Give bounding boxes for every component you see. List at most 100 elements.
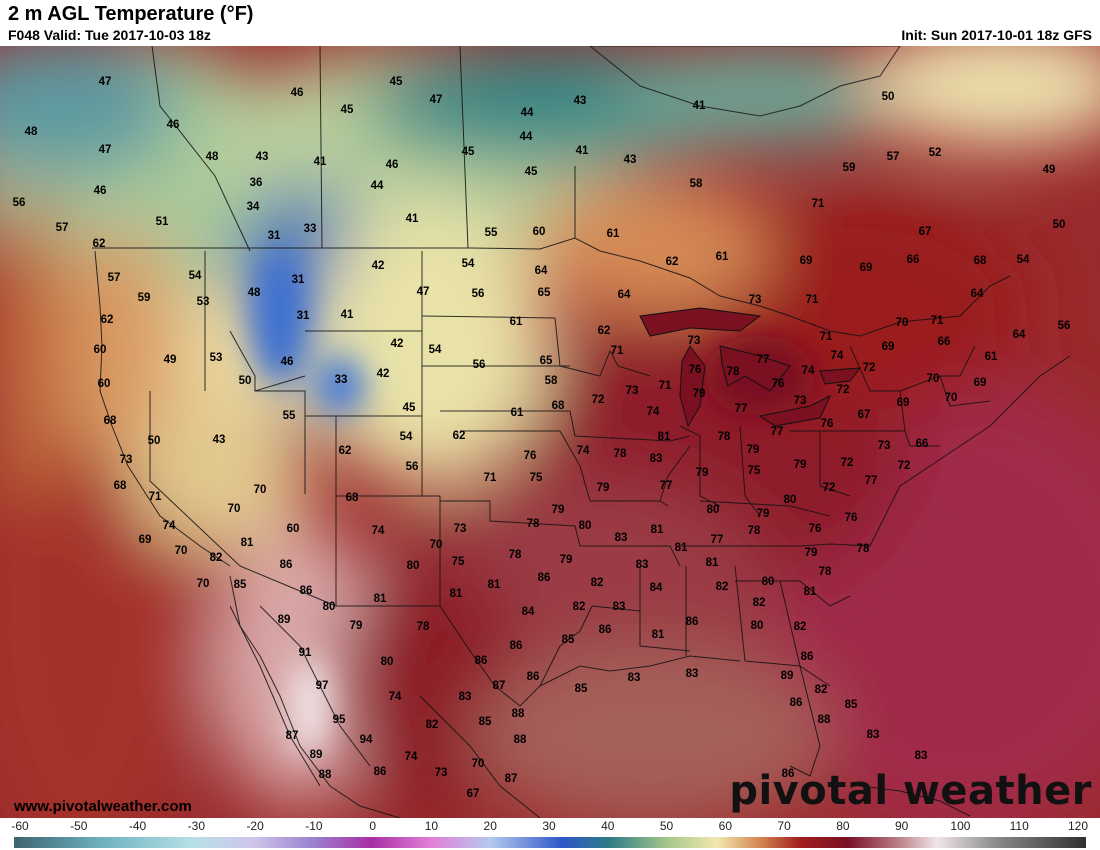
temperature-value: 50: [1052, 219, 1066, 231]
temperature-value: 61: [715, 251, 729, 263]
temperature-value: 82: [752, 597, 766, 609]
temperature-value: 76: [820, 418, 834, 430]
temperature-value: 43: [623, 154, 637, 166]
temperature-value: 53: [196, 296, 210, 308]
temperature-value: 77: [770, 426, 784, 438]
temperature-value: 65: [539, 355, 553, 367]
legend-tick-label: 0: [369, 819, 376, 833]
temperature-value: 54: [428, 344, 442, 356]
temperature-value: 82: [572, 601, 586, 613]
temperature-value: 86: [781, 768, 795, 780]
temperature-value: 31: [296, 310, 310, 322]
temperature-value: 57: [107, 272, 121, 284]
temperature-value: 79: [756, 508, 770, 520]
temperature-value: 76: [771, 378, 785, 390]
temperature-value: 68: [113, 480, 127, 492]
temperature-value: 47: [98, 144, 112, 156]
temperature-value: 80: [578, 520, 592, 532]
temperature-value: 66: [937, 336, 951, 348]
temperature-value: 77: [734, 403, 748, 415]
temperature-value: 68: [345, 492, 359, 504]
temperature-value: 74: [576, 445, 590, 457]
temperature-value: 55: [484, 227, 498, 239]
temperature-value: 88: [513, 734, 527, 746]
legend-tick-label: 120: [1067, 819, 1089, 833]
temperature-value: 86: [598, 624, 612, 636]
temperature-legend: -60 -50 -40 -30 -20 -10 0 10 20 30 40 50 60 70 80 90 100…: [0, 818, 1100, 850]
temperature-value: 80: [750, 620, 764, 632]
legend-tick-label: -50: [70, 819, 88, 833]
temperature-value: 82: [590, 577, 604, 589]
temperature-value: 59: [842, 162, 856, 174]
temperature-value: 42: [390, 338, 404, 350]
temperature-value: 84: [521, 606, 535, 618]
temperature-value: 56: [12, 197, 26, 209]
temperature-value: 49: [1042, 164, 1056, 176]
temperature-value: 44: [520, 107, 534, 119]
temperature-value: 33: [334, 374, 348, 386]
temperature-value: 47: [416, 286, 430, 298]
temperature-value: 81: [657, 431, 671, 443]
temperature-value: 79: [559, 554, 573, 566]
temperature-value: 77: [864, 475, 878, 487]
temperature-value: 64: [617, 289, 631, 301]
temperature-value: 62: [92, 238, 106, 250]
temperature-value: 46: [280, 356, 294, 368]
temperature-value: 34: [246, 201, 260, 213]
temperature-value: 71: [805, 294, 819, 306]
temperature-value: 65: [537, 287, 551, 299]
legend-tick-label: 50: [659, 819, 674, 833]
temperature-value: 70: [944, 392, 958, 404]
temperature-value: 66: [906, 254, 920, 266]
temperature-value: 51: [155, 216, 169, 228]
temperature-value: 42: [376, 368, 390, 380]
temperature-value: 57: [55, 222, 69, 234]
temperature-value: 62: [338, 445, 352, 457]
temperature-value: 59: [137, 292, 151, 304]
temperature-value: 64: [1012, 329, 1026, 341]
temperature-value: 43: [255, 151, 269, 163]
temperature-value: 73: [793, 395, 807, 407]
forecast-valid-time: F048 Valid: Tue 2017-10-03 18z: [8, 27, 211, 43]
temperature-value: 89: [309, 749, 323, 761]
temperature-value: 64: [970, 288, 984, 300]
temperature-value: 83: [612, 601, 626, 613]
temperature-value: 79: [551, 504, 565, 516]
temperature-value: 46: [290, 87, 304, 99]
temperature-value: 81: [705, 557, 719, 569]
temperature-value: 82: [425, 719, 439, 731]
temperature-value: 76: [688, 364, 702, 376]
temperature-value: 83: [866, 729, 880, 741]
temperature-value: 81: [651, 629, 665, 641]
temperature-value: 86: [373, 766, 387, 778]
temperature-value: 54: [188, 270, 202, 282]
legend-tick-label: -20: [246, 819, 264, 833]
legend-tick-label: 80: [836, 819, 850, 833]
temperature-value: 41: [340, 309, 354, 321]
legend-tick-label: -10: [305, 819, 323, 833]
temperature-value: 45: [524, 166, 538, 178]
temperature-value: 72: [897, 460, 911, 472]
temperature-value: 82: [715, 581, 729, 593]
temperature-value: 56: [405, 461, 419, 473]
temperature-value: 86: [474, 655, 488, 667]
temperature-value: 50: [881, 91, 895, 103]
temperature-value: 33: [303, 223, 317, 235]
temperature-map[interactable]: 47 46 45 47 44 43 41 50 48 46 45 44 47 48 43 41 46 45 41 43…: [0, 46, 1100, 818]
temperature-value: 45: [389, 76, 403, 88]
temperature-value: 62: [452, 430, 466, 442]
temperature-value: 86: [789, 697, 803, 709]
map-title: 2 m AGL Temperature (°F): [8, 3, 254, 25]
temperature-value: 56: [472, 359, 486, 371]
temperature-value: 69: [138, 534, 152, 546]
temperature-value: 70: [174, 545, 188, 557]
temperature-value: 60: [97, 378, 111, 390]
temperature-value: 85: [233, 579, 247, 591]
site-url[interactable]: www.pivotalweather.com: [14, 798, 192, 815]
temperature-value: 80: [406, 560, 420, 572]
temperature-value: 91: [298, 647, 312, 659]
temperature-value: 54: [1016, 254, 1030, 266]
temperature-value: 74: [646, 406, 660, 418]
legend-tick-label: -60: [11, 819, 29, 833]
temperature-value: 86: [800, 651, 814, 663]
